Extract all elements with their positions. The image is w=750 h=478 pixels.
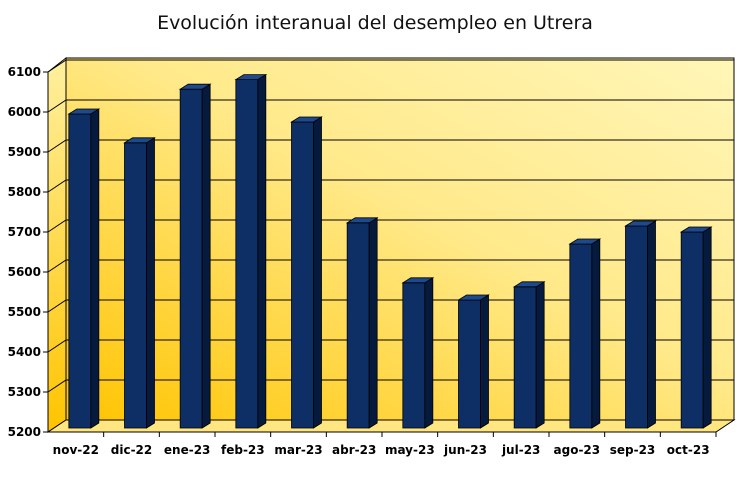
- bar-front: [124, 142, 147, 429]
- bar-jul-23: [512, 281, 546, 429]
- bar-front: [680, 231, 704, 429]
- bar-nov-22: [67, 108, 101, 429]
- gridline: [47, 99, 734, 113]
- x-tick-label: ene-23: [164, 443, 211, 457]
- bar-top: [123, 137, 156, 144]
- bar-mar-23: [290, 116, 323, 429]
- bar-side: [368, 217, 378, 429]
- y-tick-label: 5200: [8, 425, 41, 439]
- x-tick-label: dic-22: [111, 443, 153, 457]
- bar-front: [346, 222, 370, 429]
- x-tick-label: jun-23: [443, 443, 487, 457]
- bar-front: [235, 79, 259, 429]
- chart-back-wall: [65, 57, 735, 421]
- bar-ago-23: [568, 238, 602, 429]
- bar-top: [178, 83, 212, 90]
- bar-side: [647, 220, 656, 429]
- bar-side: [535, 281, 545, 429]
- y-tick-label: 5400: [8, 345, 41, 359]
- x-tick-label: feb-23: [221, 443, 265, 457]
- gridline: [47, 139, 734, 153]
- gridline: [47, 339, 734, 353]
- bar-top: [345, 217, 379, 224]
- x-tick-label: ago-23: [554, 443, 601, 457]
- bar-oct-23: [679, 226, 713, 429]
- bar-top: [401, 277, 435, 284]
- bar-front: [291, 121, 314, 429]
- gridline: [47, 59, 734, 73]
- bar-side: [90, 108, 100, 429]
- x-tick-label: may-23: [385, 443, 435, 457]
- x-axis: nov-22 dic-22 ene-23 feb-23 mar-23 abr-23 may-…: [48, 431, 717, 457]
- x-tick-label: oct-23: [667, 443, 710, 457]
- bar-front: [402, 282, 426, 429]
- bar-top: [624, 220, 657, 227]
- y-axis: 5200 5300 5400 5500 5600 5700 5800 5900 6000 6100: [8, 65, 49, 439]
- bar-top: [67, 108, 101, 115]
- bar-top: [679, 226, 713, 233]
- bar-side: [591, 238, 601, 429]
- bar-side: [257, 73, 267, 429]
- bar-abr-23: [345, 217, 379, 429]
- gridline: [47, 219, 734, 233]
- bar-top: [290, 116, 323, 123]
- x-tick-label: nov-22: [53, 443, 99, 457]
- bar-front: [458, 299, 481, 429]
- y-tick-label: 5300: [8, 385, 41, 399]
- bar-feb-23: [234, 73, 268, 429]
- bar-front: [513, 286, 537, 429]
- chart-side-wall: [47, 56, 67, 433]
- bar-side: [146, 137, 155, 429]
- bar-sep-23: [624, 220, 657, 429]
- bar-jun-23: [457, 294, 490, 429]
- bar-side: [424, 277, 434, 429]
- y-tick-label: 6000: [8, 105, 41, 119]
- bar-side: [702, 226, 712, 429]
- bar-top: [568, 238, 602, 245]
- bar-side: [480, 294, 489, 429]
- y-tick-label: 5900: [8, 145, 41, 159]
- x-tick-label: jul-23: [501, 443, 540, 457]
- gridline: [47, 379, 734, 393]
- bar-front: [179, 88, 203, 429]
- x-tick-label: abr-23: [332, 443, 376, 457]
- bar-front: [625, 225, 648, 429]
- y-tick-label: 6100: [8, 65, 41, 79]
- bars: [67, 73, 713, 429]
- gridline: [47, 299, 734, 313]
- bar-top: [234, 74, 268, 80]
- bar-front: [569, 243, 593, 429]
- x-tick-label: sep-23: [610, 443, 656, 457]
- gridline: [47, 259, 734, 273]
- x-tick-label: mar-23: [274, 443, 322, 457]
- bar-may-23: [401, 277, 435, 429]
- y-tick-label: 5600: [8, 265, 41, 279]
- gridlines: [47, 59, 734, 393]
- y-tick-label: 5800: [8, 185, 41, 199]
- y-tick-label: 5700: [8, 225, 41, 239]
- bar-top: [457, 294, 490, 301]
- bar-top: [512, 281, 546, 288]
- gridline: [47, 179, 734, 193]
- bar-side: [201, 83, 211, 429]
- bar-ene-23: [178, 83, 212, 429]
- bar-front: [68, 113, 92, 429]
- bar-side: [313, 116, 322, 429]
- bar-dic-22: [123, 137, 156, 429]
- y-tick-label: 5500: [8, 305, 41, 319]
- chart-title: Evolución interanual del desempleo en Ut…: [157, 12, 593, 34]
